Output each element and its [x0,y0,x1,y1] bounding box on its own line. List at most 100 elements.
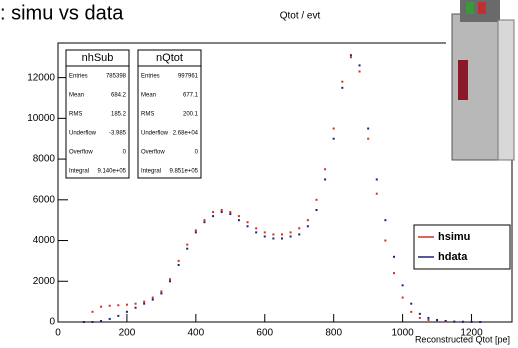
detector-part [498,20,514,160]
data-point [462,321,464,323]
data-point [212,211,214,213]
data-point [471,321,473,323]
data-point [117,315,119,317]
detector-part [458,60,468,100]
data-point [160,290,162,292]
stat-label: Underflow [69,131,97,137]
y-tick-label: 2000 [33,276,56,287]
data-point [341,87,343,89]
data-point [135,307,137,309]
stat-value: 684.2 [111,93,127,99]
stat-box-title: nhSub [82,52,114,64]
data-point [247,221,249,223]
data-point [298,227,300,229]
data-point [169,280,171,282]
data-point [109,318,111,320]
data-point [195,231,197,233]
data-point [117,304,119,306]
data-point [229,213,231,215]
data-point [160,292,162,294]
data-point [341,81,343,83]
stat-label: Integral [69,169,89,175]
x-tick-label: 0 [55,328,61,339]
data-point [152,297,154,299]
data-point [212,215,214,217]
data-point [359,71,361,73]
stat-label: RMS [69,112,82,118]
data-point [186,244,188,246]
x-tick-label: 800 [325,328,342,339]
stat-value: 785398 [106,74,127,80]
y-tick-label: 0 [49,317,55,328]
data-point [453,321,455,323]
page-title: : simu vs data [0,2,124,24]
stat-label: Entries [141,74,160,80]
stat-value: 997961 [178,74,199,80]
stat-value: 677.1 [183,93,199,99]
stat-label: RMS [141,112,154,118]
data-point [333,128,335,130]
chart: : simu vs data Qtot / evt Reconstructed … [0,0,518,348]
detector-image [446,0,518,160]
y-tick-label: 4000 [33,235,56,246]
x-tick-label: 600 [256,328,273,339]
data-point [419,313,421,315]
data-point [376,193,378,195]
data-point [410,303,412,305]
data-point [281,233,283,235]
data-point [91,321,93,323]
data-point [427,317,429,319]
data-point [384,240,386,242]
data-point [195,229,197,231]
data-point [203,219,205,221]
data-point [307,225,309,227]
data-point [221,211,223,213]
data-point [272,238,274,240]
data-point [324,168,326,170]
detector-part [466,2,474,14]
data-point [367,128,369,130]
data-point [479,321,481,323]
data-point [298,233,300,235]
stat-value: 200.1 [183,112,199,118]
stat-label: Overflow [69,150,93,156]
y-tick-label: 12000 [27,72,55,83]
data-point [315,199,317,201]
data-point [229,211,231,213]
data-point [445,320,447,322]
data-point [402,284,404,286]
stat-value: 9.140e+05 [97,169,126,175]
data-point [315,209,317,211]
data-point [333,138,335,140]
x-tick-label: 1000 [391,328,414,339]
data-point [255,227,257,229]
data-point [402,297,404,299]
data-point [169,278,171,280]
stat-label: Integral [141,169,161,175]
data-point [272,233,274,235]
data-point [255,231,257,233]
legend-label: hdata [438,251,468,263]
data-point [281,238,283,240]
data-point [264,235,266,237]
data-point [359,64,361,66]
data-point [436,319,438,321]
data-point [376,178,378,180]
data-point [393,272,395,274]
data-point [410,311,412,313]
data-point [264,231,266,233]
data-point [247,225,249,227]
data-point [350,54,352,56]
data-point [100,306,102,308]
data-point [126,304,128,306]
x-tick-label: 1200 [460,328,483,339]
data-point [83,321,85,323]
data-point [143,303,145,305]
data-point [178,260,180,262]
x-tick-label: 200 [119,328,136,339]
stat-label: Mean [141,93,156,99]
stat-label: Mean [69,93,84,99]
data-point [221,209,223,211]
stat-box-title: nQtot [156,52,183,64]
data-point [307,219,309,221]
